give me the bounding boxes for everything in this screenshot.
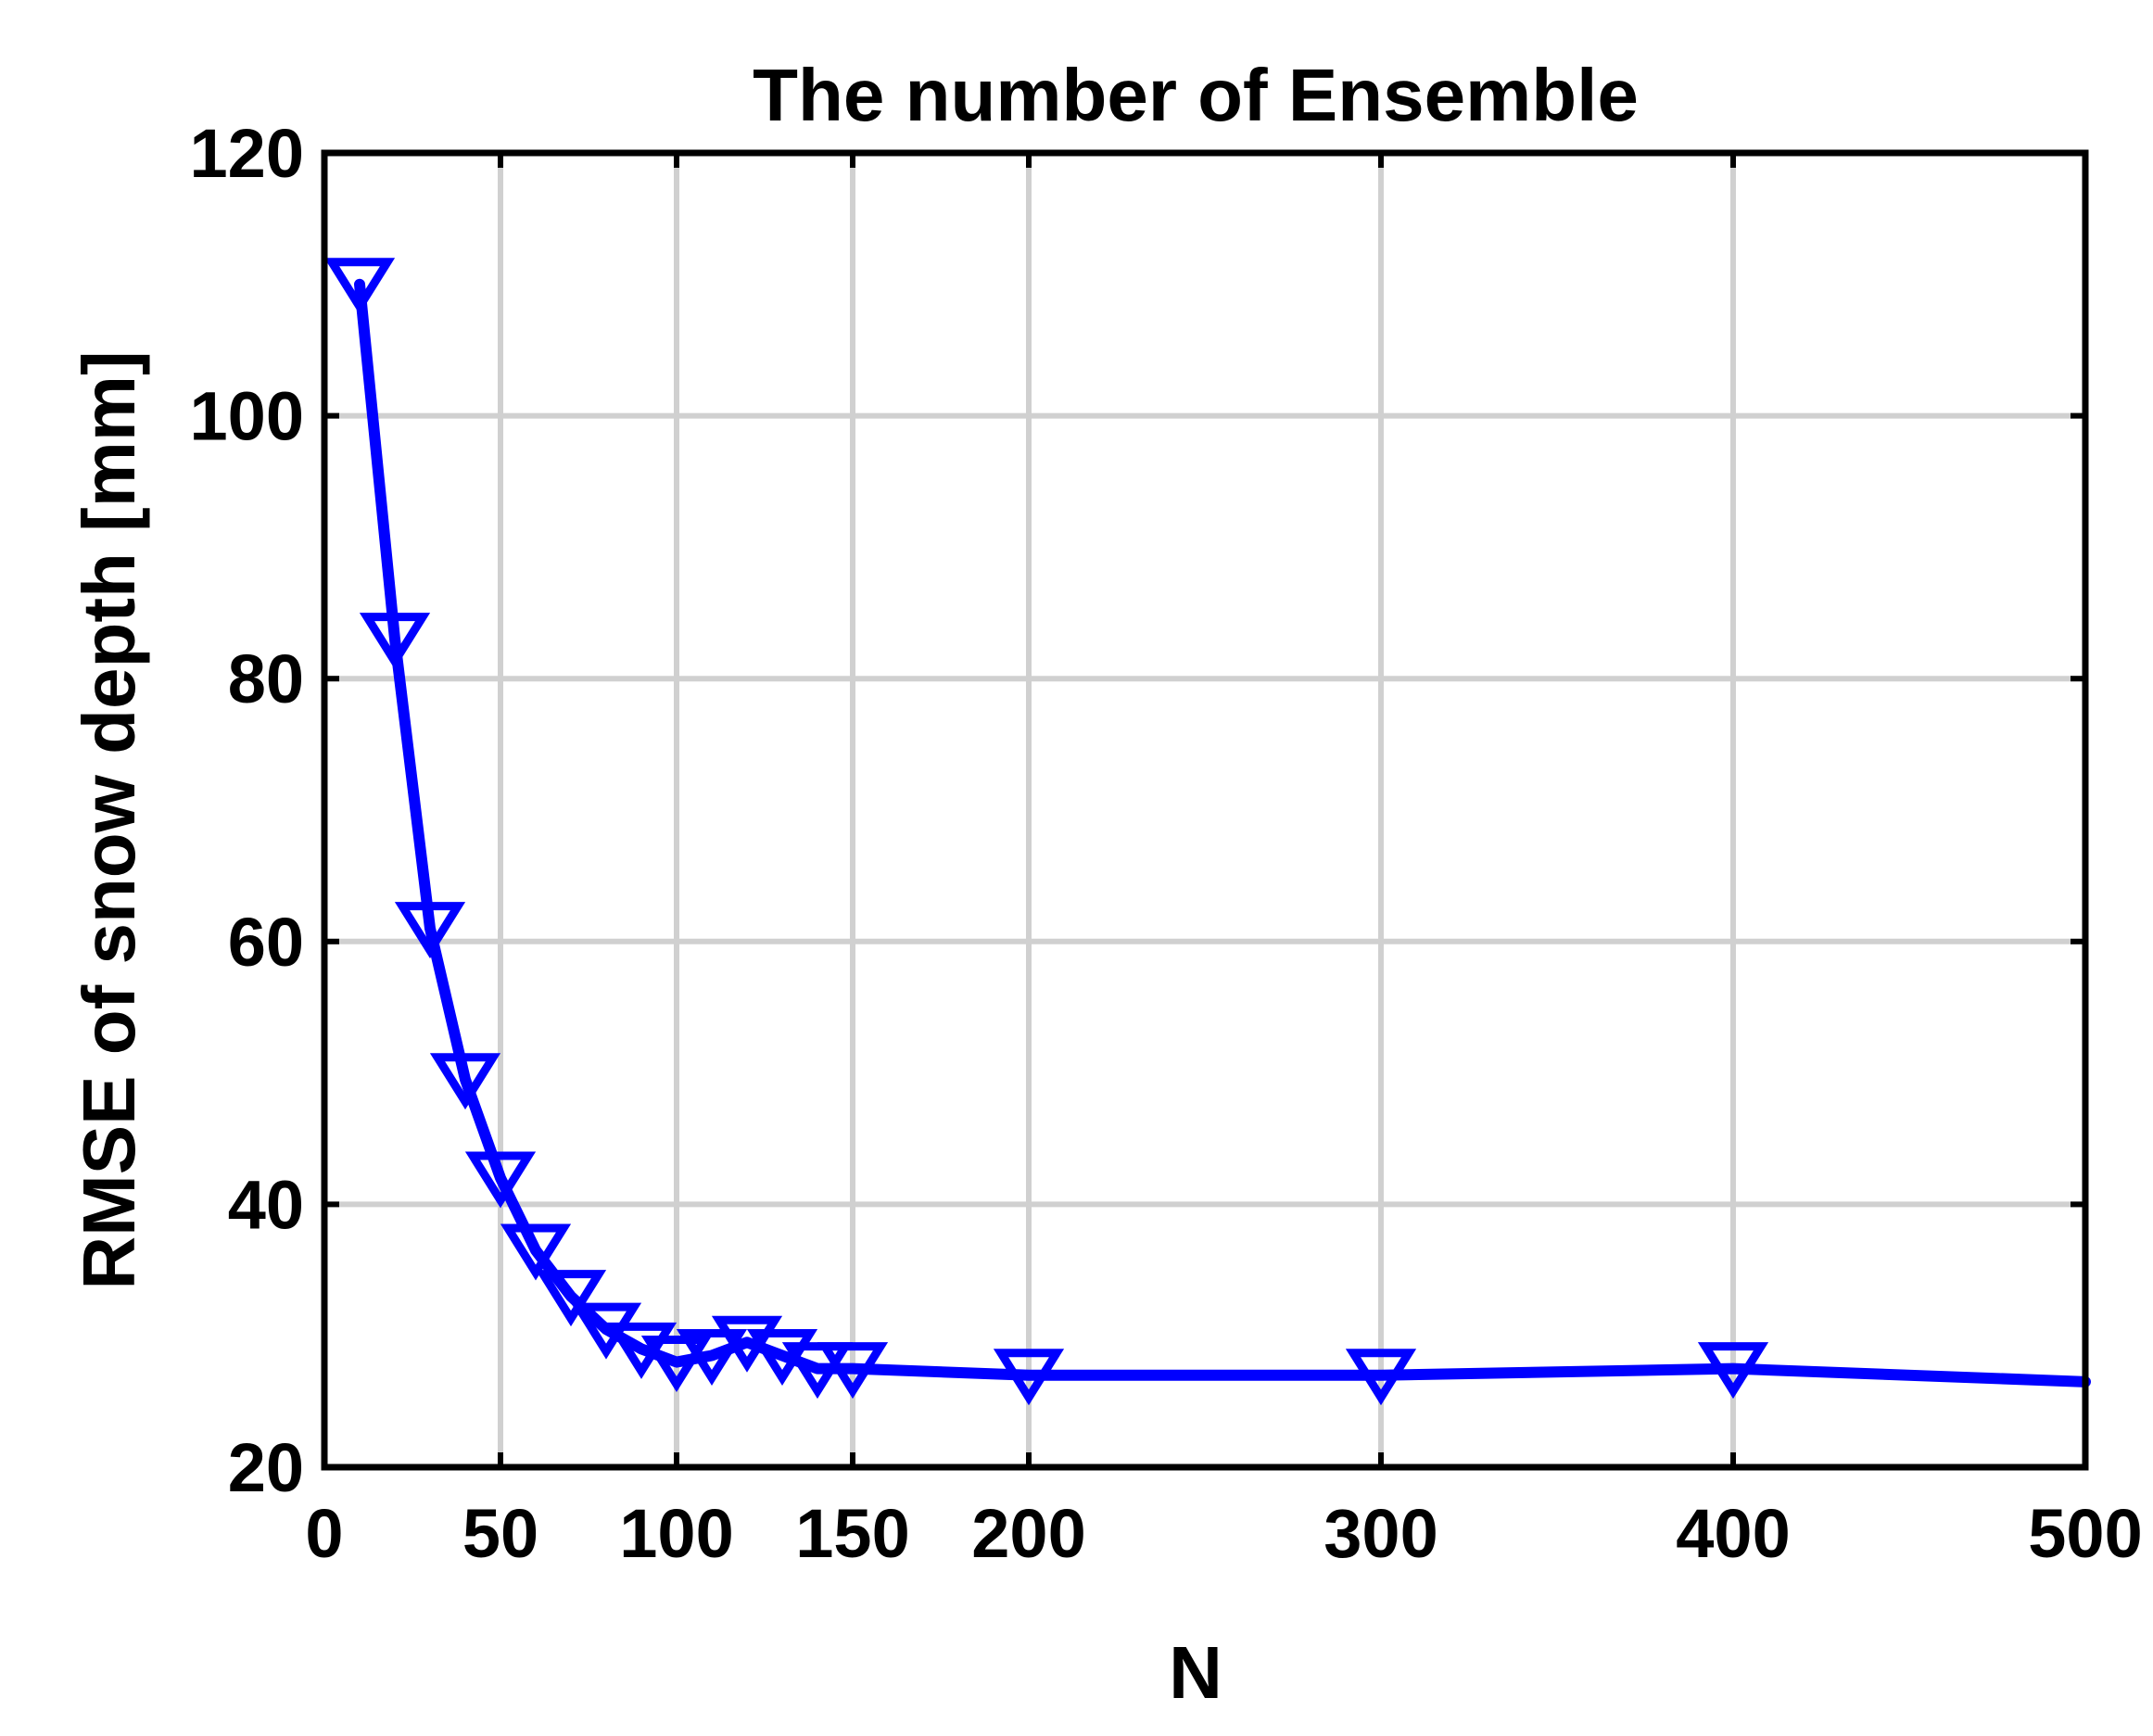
data-point-marker xyxy=(323,258,396,315)
x-tick-label: 100 xyxy=(619,1495,733,1572)
x-axis-label: N xyxy=(1169,1631,1222,1714)
x-tick-label: 500 xyxy=(2028,1495,2142,1572)
data-point-marker xyxy=(500,1223,572,1281)
chart-title: The number of Ensemble xyxy=(753,54,1639,136)
data-point-marker xyxy=(1697,1342,1769,1400)
series-line xyxy=(354,278,2091,1388)
data-point-marker xyxy=(394,902,466,959)
data-point-marker xyxy=(781,1342,854,1400)
y-tick-label: 120 xyxy=(190,115,304,192)
data-point-marker xyxy=(817,1342,889,1400)
data-point-marker xyxy=(464,1151,537,1209)
data-point-marker xyxy=(1345,1349,1417,1406)
x-tick-label: 50 xyxy=(462,1495,538,1572)
x-tick-label: 150 xyxy=(795,1495,909,1572)
tick-marks xyxy=(322,150,2088,1470)
data-point-marker xyxy=(993,1349,1065,1406)
x-tick-label: 200 xyxy=(971,1495,1085,1572)
data-point-marker xyxy=(535,1270,607,1327)
y-tick-labels: 20 40 60 80 100 120 xyxy=(190,115,304,1506)
y-tick-label: 40 xyxy=(228,1166,304,1243)
y-tick-label: 20 xyxy=(228,1429,304,1506)
data-point-marker xyxy=(429,1053,501,1110)
data-point-marker xyxy=(359,613,431,670)
data-point-marker xyxy=(676,1328,748,1386)
plot-series xyxy=(323,258,2091,1406)
x-tick-labels: 0 50 100 150 200 300 400 500 xyxy=(305,1495,2142,1572)
axes-frame xyxy=(321,149,2089,1471)
data-point-marker xyxy=(640,1336,713,1393)
y-tick-label: 80 xyxy=(228,640,304,717)
y-axis-label: RMSE of snow depth [mm] xyxy=(68,350,150,1289)
x-tick-label: 0 xyxy=(305,1495,343,1572)
grid-lines xyxy=(324,153,2085,1467)
y-tick-label: 100 xyxy=(190,378,304,455)
y-tick-label: 60 xyxy=(228,904,304,981)
x-tick-label: 400 xyxy=(1676,1495,1790,1572)
x-tick-label: 300 xyxy=(1323,1495,1437,1572)
